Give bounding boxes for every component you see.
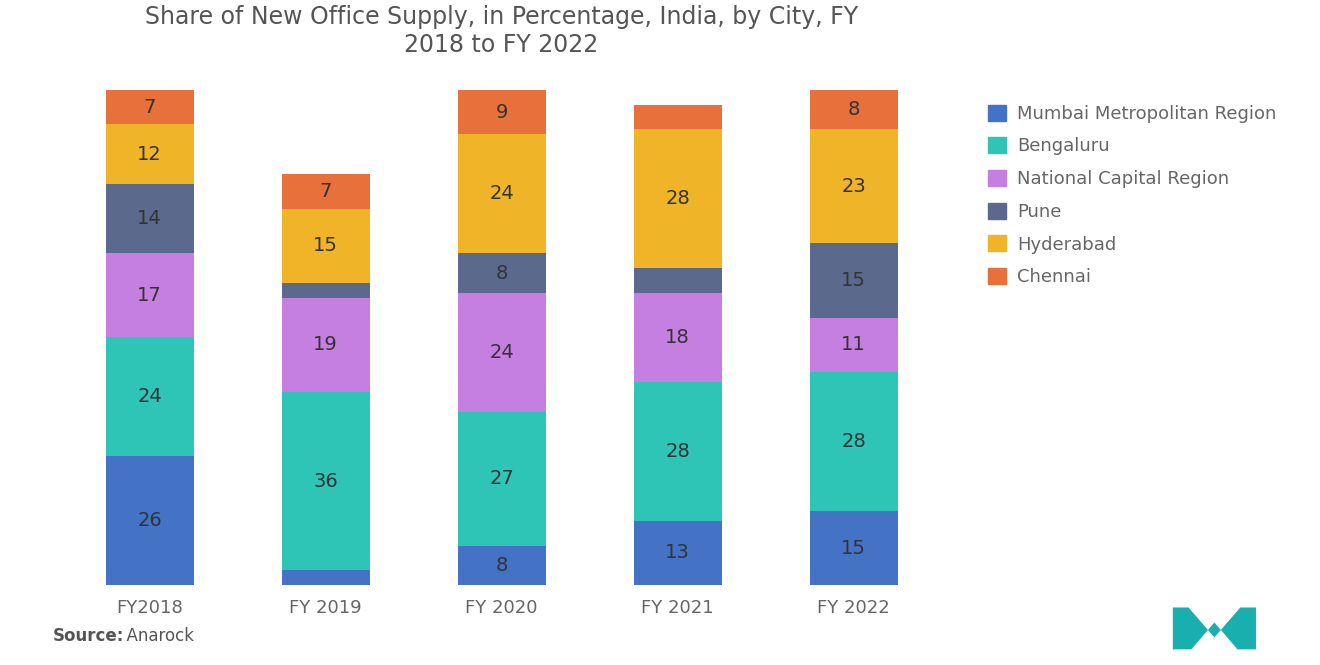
Text: 24: 24 — [137, 388, 162, 406]
Text: 11: 11 — [841, 335, 866, 354]
Text: 28: 28 — [665, 442, 690, 461]
Bar — [634, 130, 722, 268]
Text: 23: 23 — [841, 177, 866, 196]
Bar — [281, 209, 370, 283]
Text: 15: 15 — [313, 236, 338, 255]
Text: 24: 24 — [490, 343, 513, 362]
Bar — [634, 293, 722, 382]
Text: 13: 13 — [665, 543, 690, 563]
Bar — [809, 90, 898, 130]
Bar — [809, 130, 898, 243]
Text: 8: 8 — [495, 263, 508, 283]
Text: 12: 12 — [137, 144, 162, 164]
Text: 14: 14 — [137, 209, 162, 228]
Bar — [281, 174, 370, 209]
Text: 9: 9 — [495, 102, 508, 122]
Bar — [281, 283, 370, 298]
Text: Anarock: Anarock — [116, 627, 194, 645]
Text: 28: 28 — [665, 190, 690, 208]
Bar — [458, 134, 545, 253]
Bar — [809, 243, 898, 318]
Bar — [458, 412, 545, 545]
Bar — [809, 318, 898, 372]
Bar — [458, 293, 545, 412]
Bar — [809, 372, 898, 511]
Text: 7: 7 — [319, 182, 331, 201]
Bar — [634, 521, 722, 585]
Bar — [106, 184, 194, 253]
Bar — [634, 382, 722, 521]
Title: Share of New Office Supply, in Percentage, India, by City, FY
2018 to FY 2022: Share of New Office Supply, in Percentag… — [145, 5, 858, 57]
Bar — [634, 104, 722, 130]
Text: 24: 24 — [490, 184, 513, 203]
Legend: Mumbai Metropolitan Region, Bengaluru, National Capital Region, Pune, Hyderabad,: Mumbai Metropolitan Region, Bengaluru, N… — [979, 96, 1286, 295]
Bar — [106, 253, 194, 337]
Text: 27: 27 — [490, 469, 513, 488]
Bar — [809, 511, 898, 585]
Text: 18: 18 — [665, 328, 690, 347]
Text: 7: 7 — [144, 98, 156, 116]
Text: 15: 15 — [841, 271, 866, 290]
Bar — [634, 268, 722, 293]
Text: 15: 15 — [841, 539, 866, 557]
Text: 8: 8 — [847, 100, 859, 119]
Bar — [281, 392, 370, 571]
Bar — [458, 90, 545, 134]
Bar — [106, 456, 194, 585]
Bar — [106, 124, 194, 184]
Bar — [281, 571, 370, 585]
Text: 19: 19 — [313, 335, 338, 354]
Text: Source:: Source: — [53, 627, 124, 645]
Text: 8: 8 — [495, 556, 508, 575]
Bar — [106, 90, 194, 124]
Bar — [458, 545, 545, 585]
Bar — [281, 298, 370, 392]
Text: 28: 28 — [841, 432, 866, 451]
Text: 36: 36 — [313, 471, 338, 491]
Text: 26: 26 — [137, 511, 162, 530]
Polygon shape — [1173, 608, 1257, 649]
Text: 17: 17 — [137, 286, 162, 305]
Bar — [106, 337, 194, 456]
Bar — [458, 253, 545, 293]
